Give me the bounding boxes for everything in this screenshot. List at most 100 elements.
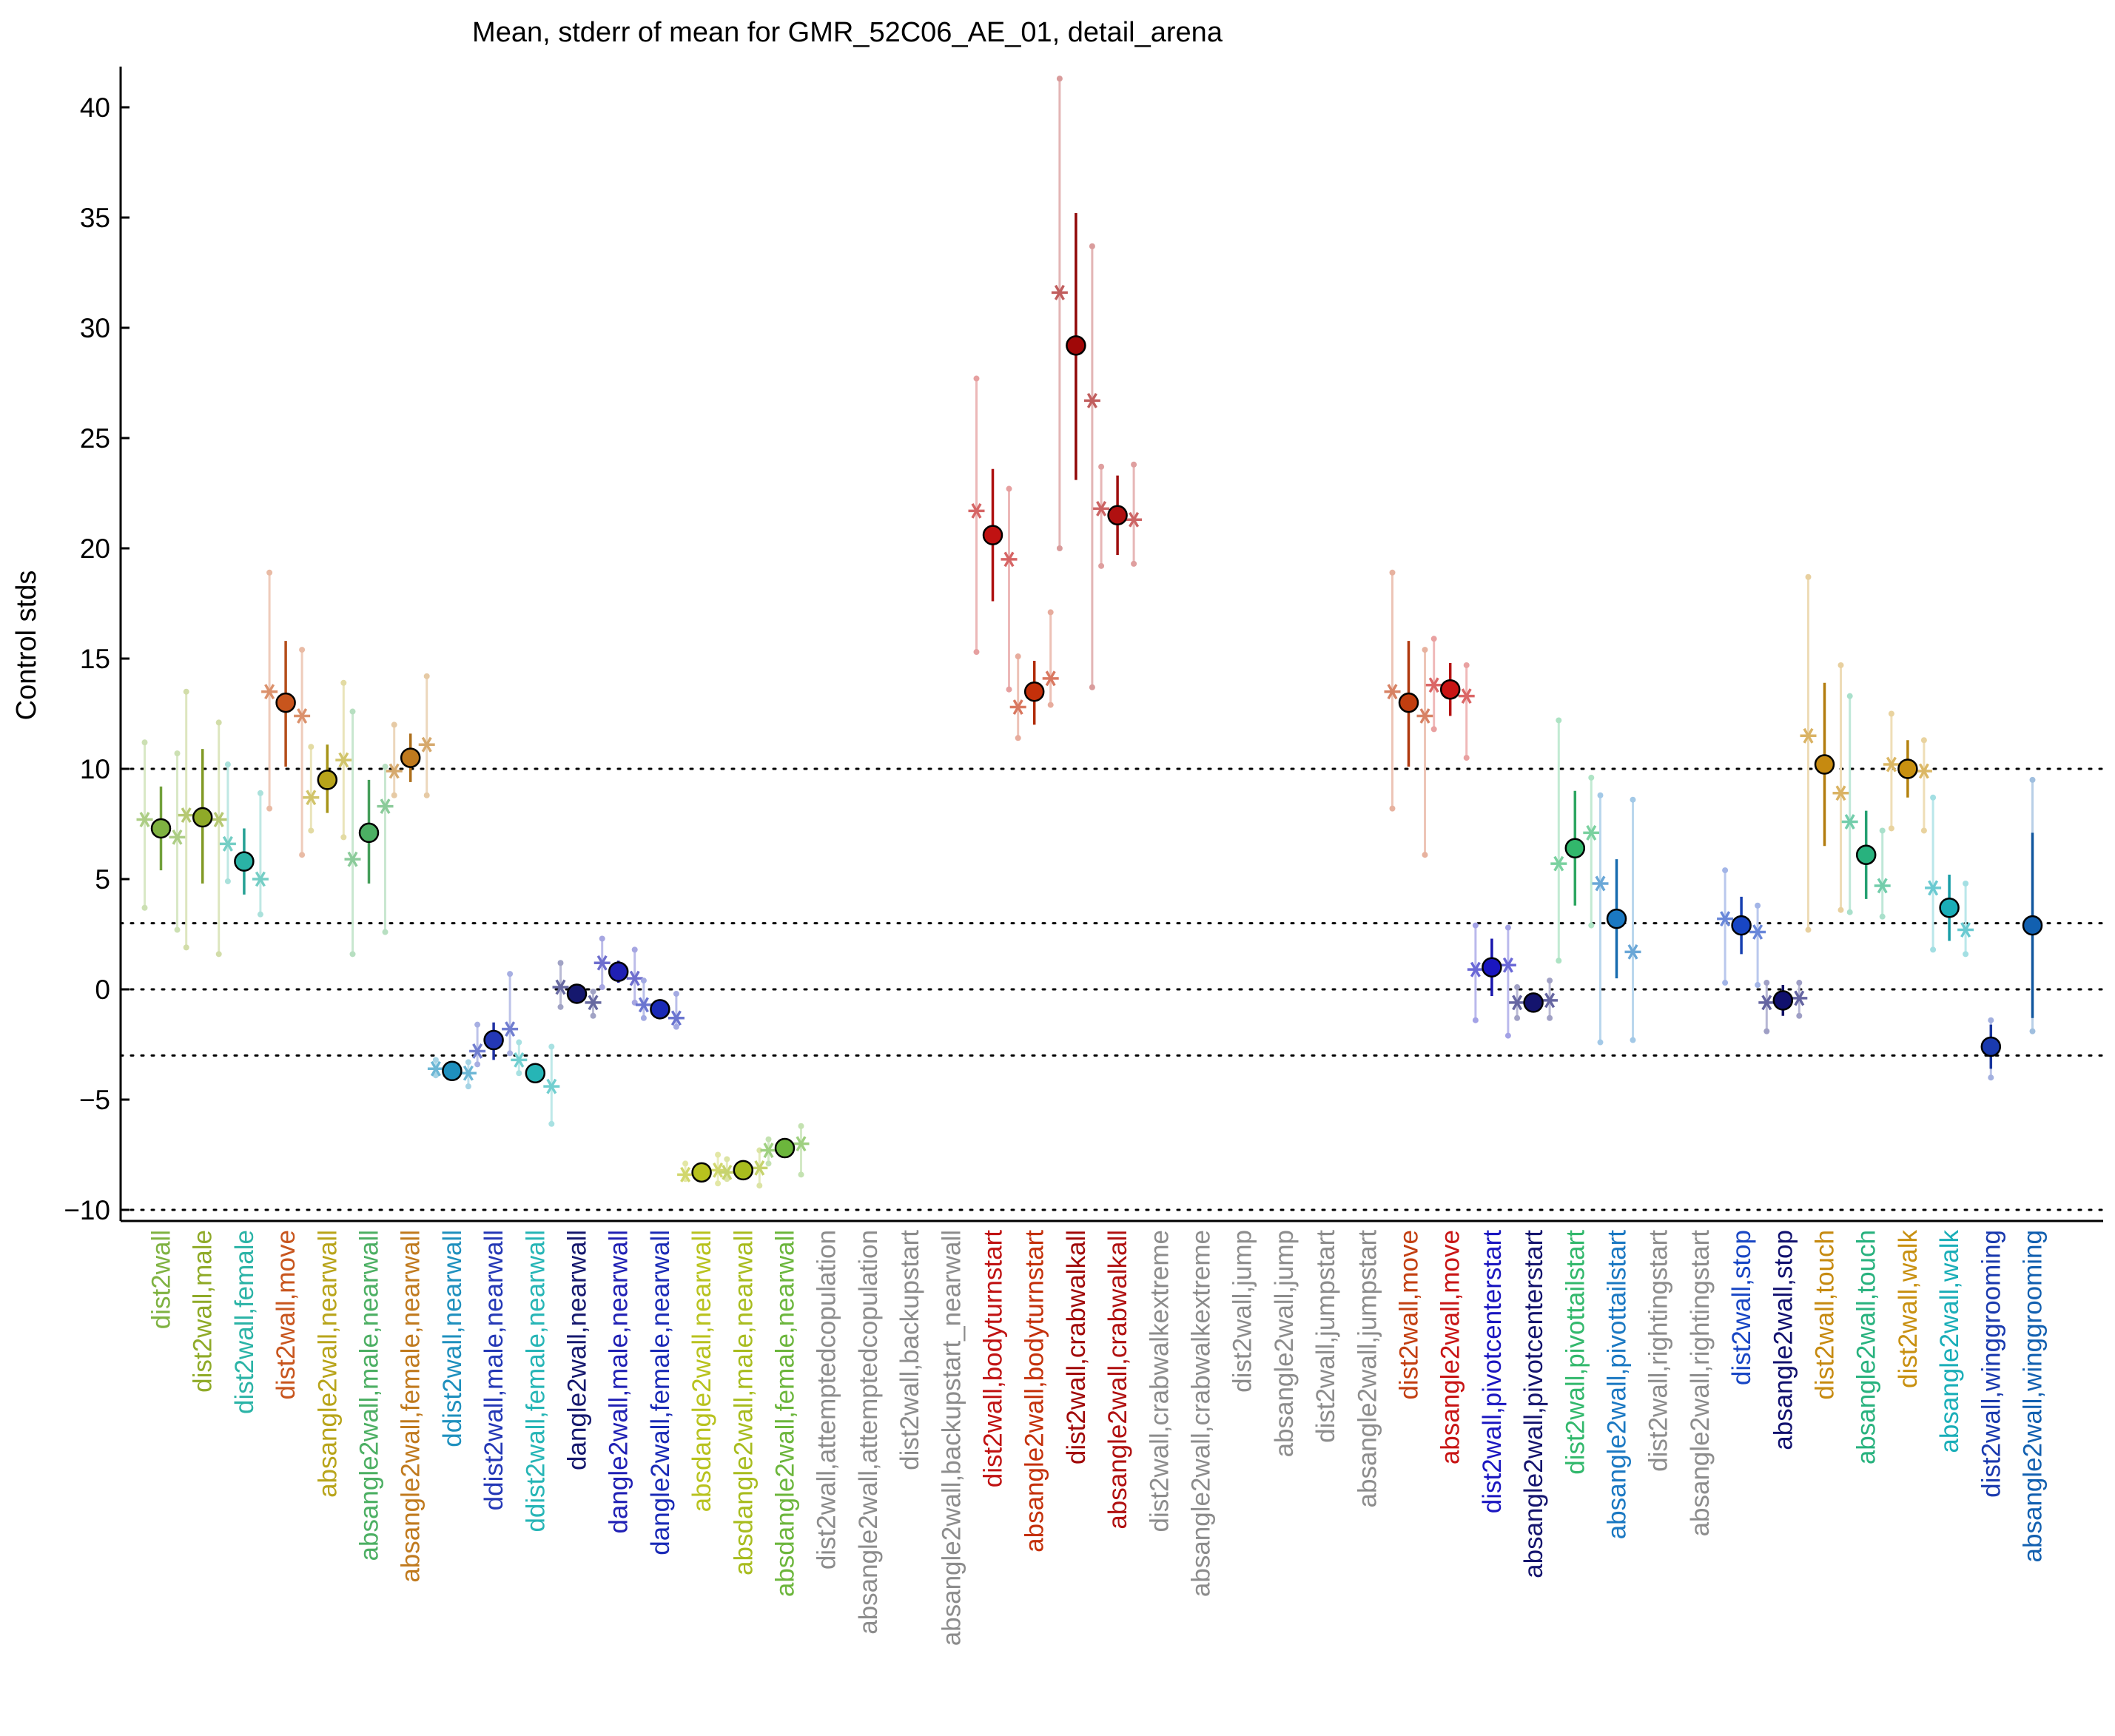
female-marker [1624, 943, 1641, 960]
male-marker-stroke [1096, 500, 1107, 517]
female-range-end [257, 790, 263, 796]
male-marker-stroke [1928, 880, 1939, 896]
female-marker-stroke [1586, 825, 1597, 841]
male-range-end [391, 792, 397, 798]
mean-point [1523, 992, 1544, 1013]
female-marker [1749, 924, 1766, 940]
male-range-end [516, 1039, 522, 1046]
female-range-end [1630, 796, 1636, 803]
female-marker [1541, 992, 1558, 1009]
female-range-end [1796, 1012, 1803, 1019]
female-marker [1416, 708, 1433, 724]
female-range-end [382, 929, 389, 935]
female-range-end [215, 719, 222, 726]
male-marker-stroke [1803, 727, 1814, 744]
female-range-end [1837, 906, 1844, 913]
mean-point [275, 692, 296, 713]
point-group [1758, 980, 1808, 1034]
mean-point [2022, 915, 2043, 936]
x-tick-label: dist2wall,jumpstart [1311, 1230, 1340, 1443]
y-tick-label: 0 [95, 975, 110, 1005]
male-range-end [973, 649, 980, 656]
female-marker [1083, 392, 1100, 408]
female-range-end [1796, 980, 1803, 986]
male-marker [760, 1143, 777, 1158]
x-tick-label: absangle2wall,nearwall [313, 1230, 342, 1498]
point-group [1980, 1017, 2002, 1081]
point-group [719, 1147, 768, 1189]
point-group [552, 960, 602, 1019]
point-group [1841, 693, 1891, 920]
male-range-end [266, 569, 273, 576]
y-tick-label: −5 [79, 1085, 110, 1115]
male-marker-stroke [1054, 284, 1065, 300]
female-range-end [507, 971, 514, 978]
mean-point [1439, 679, 1461, 700]
mean-point [1023, 681, 1045, 702]
male-marker [1883, 756, 1900, 773]
x-tick-label: dist2wall,crabwalkall [1062, 1230, 1091, 1464]
x-tick-label: dangle2wall,female,nearwall [646, 1230, 675, 1555]
female-marker-stroke [1794, 990, 1805, 1006]
male-range-end [2029, 1028, 2036, 1034]
male-range-end [1888, 710, 1894, 717]
male-marker-stroke [1761, 995, 1772, 1011]
x-tick-label: dist2wall,pivotcenterstart [1478, 1230, 1507, 1513]
female-range-end [340, 679, 347, 686]
male-marker-stroke [1553, 855, 1564, 872]
male-range-end [599, 935, 605, 942]
mean-point [982, 525, 1003, 545]
male-marker [303, 790, 320, 806]
male-range-end [349, 951, 356, 958]
male-range-end [349, 708, 356, 715]
male-marker [1925, 880, 1942, 896]
male-range-end [141, 739, 148, 746]
x-tick-label: dist2wall,male [189, 1230, 218, 1393]
male-range-end [2029, 776, 2036, 783]
male-marker-stroke [1387, 684, 1398, 700]
female-marker [710, 1162, 727, 1178]
mean-point [1606, 908, 1627, 929]
female-range-end [1047, 702, 1054, 708]
female-marker-stroke [1129, 511, 1140, 528]
y-axis: −10 −5 0 5 10 15 20 25 30 35 40 [64, 67, 130, 1225]
female-range-end [1963, 880, 1969, 886]
male-range-end [599, 984, 605, 991]
x-tick-label: absangle2wall,attemptedcopulation [854, 1230, 883, 1635]
x-tick-label: absdangle2wall,female,nearwall [771, 1230, 800, 1597]
male-range-end [1722, 980, 1729, 986]
male-marker-stroke [1012, 699, 1023, 715]
male-marker-stroke [1512, 995, 1523, 1011]
point-group [178, 688, 227, 958]
female-marker [335, 752, 352, 768]
x-tick-label: dangle2wall,nearwall [563, 1230, 592, 1470]
data-marks [136, 75, 2043, 1189]
male-marker-stroke [638, 997, 649, 1013]
male-range-end [141, 904, 148, 911]
male-marker-stroke [971, 502, 982, 519]
male-marker-stroke [680, 1166, 691, 1182]
female-range-end [1463, 755, 1470, 761]
point-group [2022, 776, 2043, 1034]
point-group [1800, 573, 1849, 933]
y-tick-label: 25 [80, 423, 110, 454]
male-marker-stroke [763, 1143, 774, 1158]
female-range-end [1089, 243, 1095, 249]
point-group [469, 971, 519, 1068]
male-range-end [1846, 693, 1853, 699]
mean-point [1980, 1036, 2002, 1057]
x-tick-label: absangle2wall,rightingstart [1686, 1230, 1715, 1537]
male-marker [1384, 684, 1401, 700]
male-marker-stroke [1886, 756, 1897, 773]
x-tick-label: absangle2wall,touch [1852, 1230, 1881, 1464]
male-marker [427, 1060, 444, 1077]
x-tick-label: absangle2wall,move [1436, 1230, 1465, 1464]
male-marker [552, 979, 569, 995]
male-range-end [1015, 653, 1021, 660]
x-tick-label: dist2wall,stop [1727, 1230, 1756, 1385]
male-marker-stroke [555, 979, 566, 995]
male-marker [1467, 961, 1484, 978]
female-marker-stroke [1502, 957, 1513, 973]
female-marker-stroke [1835, 785, 1846, 801]
male-range-end [1098, 562, 1105, 569]
